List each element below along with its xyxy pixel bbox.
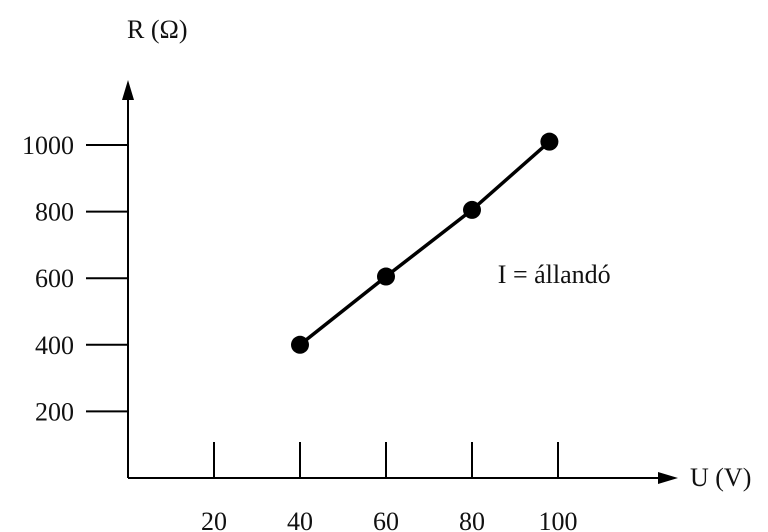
- ticks: 20 40 60 80 100 200 400 600 800 1000: [22, 131, 578, 532]
- series-line: [298, 140, 551, 347]
- y-axis-arrow: [122, 80, 134, 100]
- y-tick-label: 600: [35, 264, 74, 293]
- data-point: [377, 267, 395, 286]
- data-point: [540, 132, 559, 151]
- y-tick-label: 800: [35, 198, 74, 227]
- x-tick-label: 40: [287, 507, 313, 532]
- x-tick-label: 20: [201, 507, 227, 532]
- data-point: [463, 200, 481, 219]
- x-tick-label: 100: [539, 507, 578, 532]
- x-axis-arrow: [658, 472, 678, 484]
- x-tick-label: 80: [459, 507, 485, 532]
- axes: R (Ω) U (V): [122, 15, 751, 492]
- y-tick-label: 200: [35, 397, 74, 426]
- data-point: [291, 335, 309, 354]
- series: [291, 132, 559, 354]
- x-axis-label: U (V): [690, 463, 751, 492]
- annotation-label: I = állandó: [498, 260, 611, 289]
- y-tick-label: 1000: [22, 131, 74, 160]
- annotations: I = állandó: [498, 260, 611, 289]
- y-tick-label: 400: [35, 331, 74, 360]
- y-axis-label: R (Ω): [127, 15, 187, 44]
- x-tick-label: 60: [373, 507, 399, 532]
